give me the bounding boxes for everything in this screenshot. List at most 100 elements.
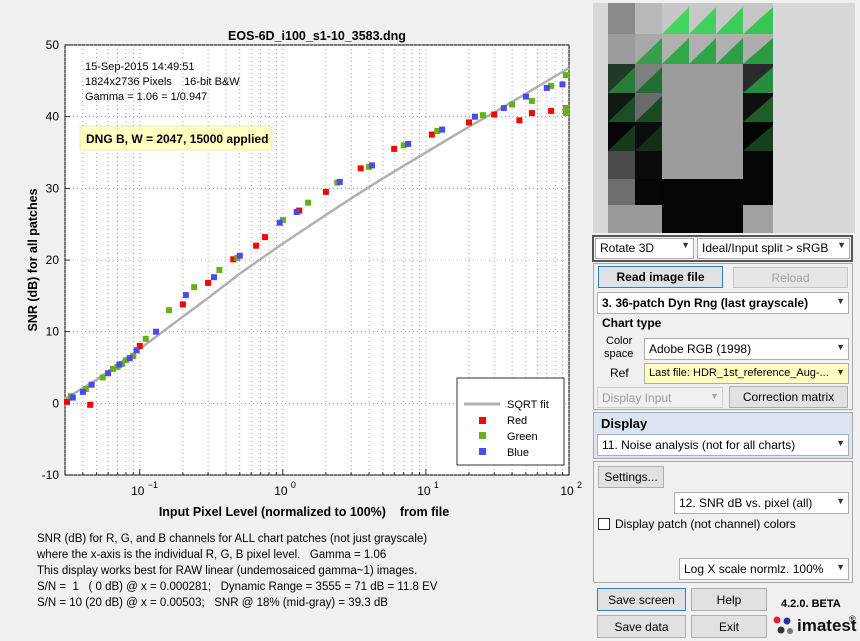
x-tick-label: 10 [560, 484, 574, 498]
ref-label: Ref [610, 366, 629, 380]
data-point-green [563, 72, 569, 79]
x-tick-exponent: 1 [434, 480, 439, 490]
info-line: This display works best for RAW linear (… [37, 565, 418, 577]
reload-button[interactable]: Reload [733, 267, 848, 288]
image-panel [593, 263, 853, 410]
data-point-green [509, 101, 516, 108]
plot-options-panel [593, 461, 853, 583]
rotate-3d-select[interactable]: Rotate 3D ▼ [595, 238, 694, 259]
patch-preview-image [608, 3, 773, 233]
data-point-blue [522, 93, 529, 100]
display-mode-select[interactable]: 11. Noise analysis (not for all charts) ▼ [597, 434, 849, 456]
legend-blue-label: Blue [507, 447, 529, 459]
save-data-button[interactable]: Save data [597, 615, 686, 638]
x-axis-ticks: 10 −1 10 0 10 1 10 2 [131, 480, 582, 498]
y-tick-label: 40 [46, 110, 60, 124]
plot-title: EOS-6D_i100_s1-10_3583.dng [228, 29, 406, 43]
chevron-down-icon: ▼ [836, 438, 845, 448]
data-point-green [122, 357, 129, 364]
legend-blue-marker [479, 448, 486, 455]
display-mode-value: 11. Noise analysis (not for all charts) [602, 438, 796, 452]
patch-grid [608, 3, 773, 233]
data-point-blue [211, 274, 217, 281]
data-point-green [166, 307, 172, 314]
settings-button[interactable]: Settings... [598, 466, 664, 488]
plot-annotations: 15-Sep-2015 14:49:51 1824x2736 Pixels 16… [85, 61, 240, 103]
data-point-blue [336, 178, 343, 185]
chevron-down-icon: ▼ [681, 240, 690, 250]
data-point-blue [293, 209, 300, 215]
data-point-green [479, 112, 486, 119]
display-label: Display [601, 416, 648, 431]
x-tick-exponent: 0 [291, 480, 296, 490]
data-point-red [528, 110, 535, 117]
data-point-green [99, 374, 106, 381]
annot-size: 1824x2736 Pixels 16-bit B&W [85, 76, 240, 88]
data-point-blue [405, 140, 412, 147]
data-point-green [563, 105, 569, 112]
legend-green-label: Green [507, 431, 538, 443]
data-point-blue [236, 252, 243, 259]
imatest-logo-icon [771, 614, 795, 638]
annot-date: 15-Sep-2015 14:49:51 [85, 61, 194, 73]
legend: SQRT fit Red Green Blue [456, 377, 565, 466]
data-point-red [516, 117, 523, 124]
exit-button[interactable]: Exit [691, 615, 767, 638]
legend-red-label: Red [507, 415, 527, 427]
y-tick-label: 50 [46, 38, 60, 52]
data-point-red [322, 188, 329, 195]
data-point-blue [276, 219, 283, 226]
data-point-blue [471, 113, 478, 120]
data-point-blue [79, 388, 86, 395]
data-point-green [216, 267, 223, 273]
plot-grid [64, 44, 570, 476]
data-point-red [548, 107, 555, 114]
x-tick-exponent: −1 [148, 480, 158, 490]
dng-badge-bg [79, 125, 273, 151]
rotate-3d-value: Rotate 3D [600, 241, 655, 255]
x-tick-label: 10 [274, 484, 288, 498]
legend-red-marker [479, 417, 486, 424]
chart-select[interactable]: 3. 36-patch Dyn Rng (last grayscale) ▼ [597, 292, 849, 314]
chevron-down-icon: ▼ [836, 296, 845, 306]
data-point-blue [369, 162, 375, 169]
plot-type-select[interactable]: 12. SNR dB vs. pixel (all) ▼ [674, 492, 849, 514]
data-point-green [191, 284, 198, 291]
data-point-red [391, 145, 398, 152]
plot-type-value: 12. SNR dB vs. pixel (all) [679, 496, 813, 510]
annot-gamma: Gamma = 1.06 = 1/0.947 [85, 91, 207, 103]
help-button[interactable]: Help [691, 588, 767, 611]
data-point-red [64, 398, 70, 405]
color-space-value: Adobe RGB (1998) [649, 342, 752, 356]
data-point-blue [182, 292, 189, 299]
data-point-blue [88, 381, 95, 388]
y-tick-label: 30 [46, 181, 60, 195]
info-line: S/N = 10 (20 dB) @ x = 0.00503; SNR @ 18… [37, 597, 388, 609]
read-image-button[interactable]: Read image file [598, 266, 723, 288]
snr-plot: EOS-6D_i100_s1-10_3583.dng 50403020100-1… [26, 29, 582, 519]
chart-select-value: 3. 36-patch Dyn Rng (last grayscale) [602, 296, 809, 310]
info-line: where the x-axis is the individual R, G,… [37, 549, 387, 561]
data-point-green [563, 110, 569, 117]
data-point-blue [500, 105, 507, 112]
scale-select[interactable]: Log X scale normlz. 100% ▼ [679, 558, 849, 580]
y-tick-label: 10 [46, 325, 60, 339]
data-point-red [357, 165, 364, 172]
display-patch-checkbox[interactable] [598, 518, 610, 530]
version-label: 4.2.0. BETA [781, 598, 841, 610]
ref-file-select[interactable]: Last file: HDR_1st_reference_Aug-... ▼ [644, 363, 849, 384]
data-point-blue [559, 81, 566, 88]
color-space-select[interactable]: Adobe RGB (1998) ▼ [644, 338, 849, 360]
save-screen-button[interactable]: Save screen [597, 588, 686, 611]
data-point-green [548, 82, 555, 89]
data-point-blue [105, 370, 112, 377]
data-point-blue [543, 85, 550, 91]
data-point-red [179, 301, 186, 308]
display-input-select[interactable]: Display Input ▼ [597, 387, 723, 408]
correction-matrix-button[interactable]: Correction matrix [729, 386, 848, 408]
x-tick-exponent: 2 [577, 480, 582, 490]
brand-reg-mark: ® [849, 614, 856, 624]
split-mode-select[interactable]: Ideal/Input split > sRGB ▼ [697, 238, 850, 259]
x-axis-label: Input Pixel Level (normalized to 100%) f… [159, 505, 449, 519]
dng-badge: DNG B, W = 2047, 15000 applied [86, 132, 268, 146]
